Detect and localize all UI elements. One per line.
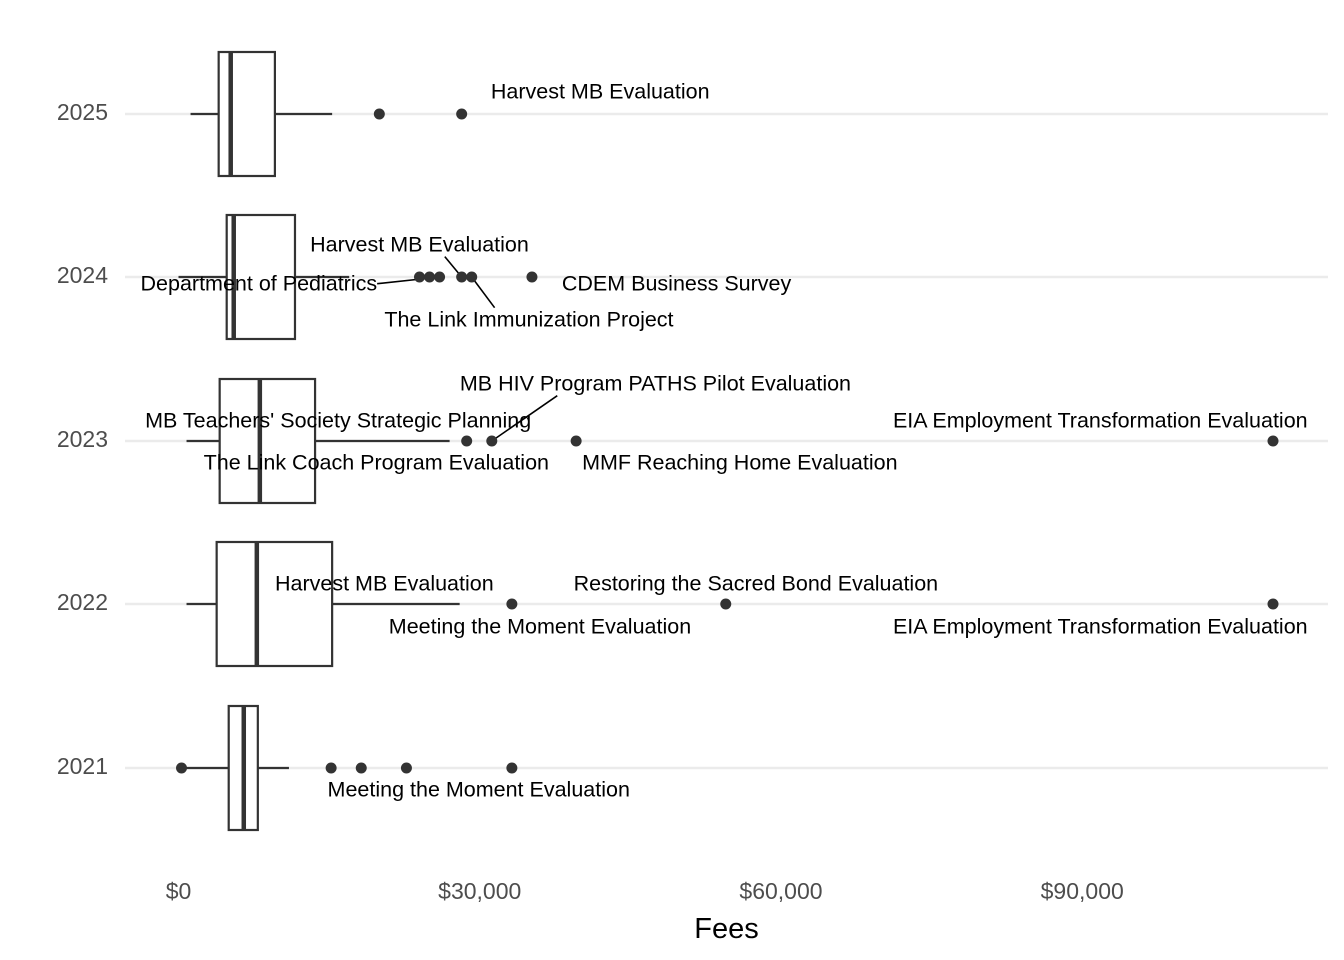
x-tick-label: $0 — [166, 878, 192, 904]
x-axis-label: Fees — [694, 913, 758, 945]
outlier-points — [176, 108, 1279, 774]
box-2022 — [186, 540, 460, 668]
outlier-point-2022 — [1267, 598, 1279, 610]
outlier-point-2024 — [466, 271, 478, 283]
outlier-point-2021 — [325, 762, 337, 774]
x-tick-label: $90,000 — [1041, 878, 1124, 904]
y-tick-label-2022: 2022 — [57, 589, 108, 615]
box-rect-2025 — [217, 50, 276, 178]
outlier-point-2021 — [506, 762, 518, 774]
annotation-label: The Link Immunization Project — [384, 308, 673, 332]
outlier-point-2022 — [720, 598, 732, 610]
outlier-point-2022 — [506, 598, 518, 610]
outlier-point-2023 — [461, 435, 473, 447]
x-axis-tick-labels: $0 $30,000 $60,000 $90,000 — [166, 878, 1124, 904]
y-tick-label-2024: 2024 — [57, 262, 108, 288]
outlier-point-2024 — [434, 271, 446, 283]
annotation-label: Restoring the Sacred Bond Evaluation — [574, 572, 939, 596]
leader-line-2023 — [491, 395, 558, 442]
annotation-label: Harvest MB Evaluation — [491, 80, 710, 104]
outlier-point-2025 — [373, 108, 385, 120]
x-tick-label: $60,000 — [739, 878, 822, 904]
annotation-label: Harvest MB Evaluation — [310, 233, 529, 257]
annotation-label: Department of Pediatrics — [141, 272, 378, 296]
outlier-point-2024 — [456, 271, 468, 283]
x-tick-label: $30,000 — [438, 878, 521, 904]
outlier-point-2023 — [486, 435, 498, 447]
box-rect-2023 — [218, 377, 317, 505]
annotation-label: Harvest MB Evaluation — [275, 572, 494, 596]
box-2021 — [181, 704, 289, 832]
annotation-label: The Link Coach Program Evaluation — [204, 451, 549, 475]
outlier-point-2023 — [1267, 435, 1279, 447]
outlier-point-2023 — [570, 435, 582, 447]
outlier-point-2024 — [413, 271, 425, 283]
leader-line-2024 — [471, 276, 496, 309]
y-tick-label-2021: 2021 — [57, 753, 108, 779]
annotation-label: EIA Employment Transformation Evaluation — [893, 615, 1308, 639]
annotation-label: CDEM Business Survey — [562, 272, 792, 296]
box-2024 — [178, 213, 350, 341]
outlier-point-2021 — [400, 762, 412, 774]
y-tick-label-2023: 2023 — [57, 426, 108, 452]
outlier-point-2025 — [456, 108, 468, 120]
annotations: Harvest MB Evaluation Harvest MB Evaluati… — [141, 80, 1308, 802]
y-tick-label-2025: 2025 — [57, 99, 108, 125]
annotation-label: EIA Employment Transformation Evaluation — [893, 409, 1308, 433]
y-axis-tick-labels: 2025 2024 2023 2022 2021 — [57, 99, 108, 779]
outlier-point-2021 — [176, 762, 188, 774]
outlier-point-2024 — [526, 271, 538, 283]
outlier-point-2024 — [424, 271, 436, 283]
annotation-label: MB Teachers' Society Strategic Planning — [145, 409, 531, 433]
box-2023 — [186, 377, 450, 505]
outlier-point-2021 — [355, 762, 367, 774]
annotation-label: MB HIV Program PATHS Pilot Evaluation — [460, 372, 851, 396]
boxes — [178, 50, 460, 832]
box-rect-2022 — [215, 540, 334, 668]
annotation-label: Meeting the Moment Evaluation — [389, 615, 691, 639]
annotation-label: MMF Reaching Home Evaluation — [582, 451, 897, 475]
annotation-label: Meeting the Moment Evaluation — [328, 778, 630, 802]
box-rect-2024 — [225, 213, 297, 341]
box-2025 — [190, 50, 333, 178]
